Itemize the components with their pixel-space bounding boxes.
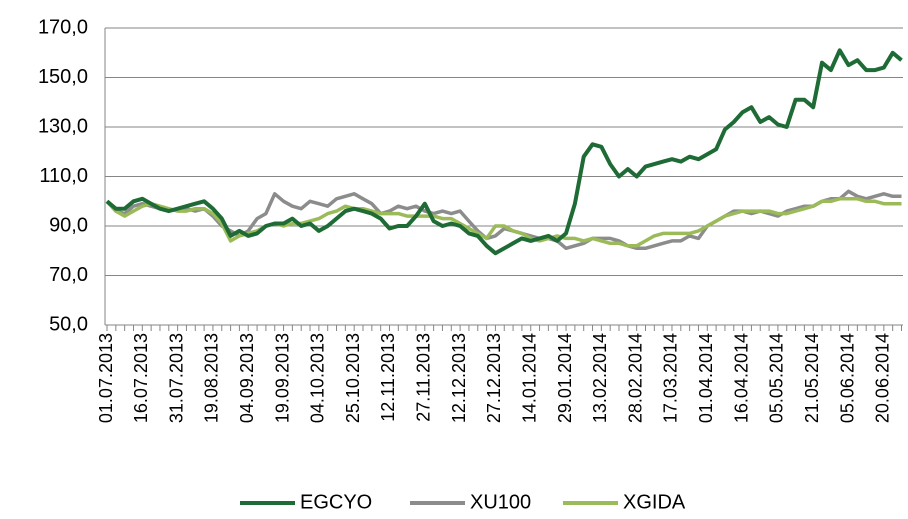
x-tick-label: 05.06.2014: [837, 333, 857, 423]
x-tick-label: 01.07.2013: [96, 333, 116, 423]
legend-label: EGCYO: [300, 491, 372, 513]
x-tick-label: 28.02.2014: [625, 333, 645, 423]
x-tick-label: 19.08.2013: [202, 333, 222, 423]
y-tick-label: 90,0: [49, 214, 88, 236]
y-tick-label: 110,0: [39, 165, 88, 187]
x-tick-label: 27.12.2013: [484, 333, 504, 423]
x-tick-label: 31.07.2013: [166, 333, 186, 423]
y-tick-label: 150,0: [38, 66, 88, 88]
series-line: [105, 197, 902, 248]
x-tick-label: 19.09.2013: [272, 333, 292, 423]
y-tick-label: 130,0: [38, 115, 88, 137]
x-tick-label: 04.09.2013: [237, 333, 257, 423]
x-tick-label: 05.05.2014: [767, 333, 787, 423]
legend-label: XGIDA: [623, 491, 686, 513]
y-tick-label: 50,0: [49, 313, 88, 335]
x-tick-label: 20.06.2014: [873, 333, 893, 423]
x-tick-label: 29.01.2014: [555, 333, 575, 423]
x-tick-label: 01.04.2014: [696, 333, 716, 423]
x-tick-label: 04.10.2013: [308, 333, 328, 423]
x-tick-label: 12.11.2013: [378, 333, 398, 422]
y-tick-label: 70,0: [49, 264, 88, 286]
x-tick-label: 27.11.2013: [414, 333, 434, 422]
x-tick-label: 21.05.2014: [802, 333, 822, 423]
series-line: [105, 48, 903, 256]
x-tick-label: 13.02.2014: [590, 333, 610, 423]
x-tick-label: 17.03.2014: [661, 333, 681, 423]
legend-label: XU100: [470, 491, 531, 513]
x-tick-label: 16.04.2014: [731, 333, 751, 423]
y-tick-label: 170,0: [38, 16, 88, 38]
x-tick-label: 25.10.2013: [343, 333, 363, 423]
series-line: [105, 189, 902, 251]
x-tick-label: 14.01.2014: [519, 333, 539, 423]
x-tick-label: 16.07.2013: [131, 333, 151, 423]
x-tick-label: 12.12.2013: [449, 333, 469, 423]
